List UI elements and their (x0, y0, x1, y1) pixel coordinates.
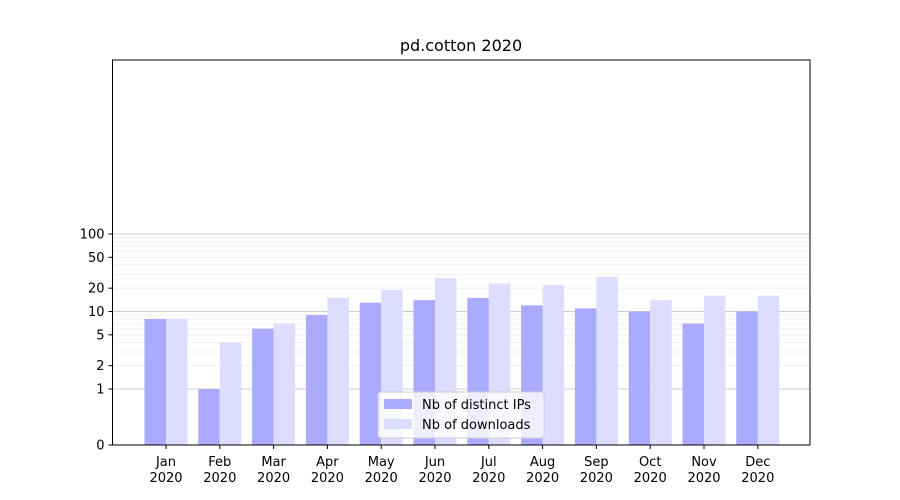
bar-distinct-ips (198, 389, 220, 445)
bar-distinct-ips (305, 315, 328, 445)
bar-distinct-ips (682, 323, 704, 445)
y-tick-label: 2 (96, 359, 104, 374)
x-tick-label: Jun 2020 (418, 455, 451, 486)
bar-distinct-ips (574, 308, 597, 445)
bar-downloads (650, 300, 672, 445)
y-tick-label: 0 (96, 439, 104, 454)
x-tick-label: Nov 2020 (687, 455, 720, 486)
y-tick-label: 50 (88, 251, 105, 266)
x-tick-label: Jul 2020 (472, 455, 505, 486)
plot-frame (112, 59, 811, 446)
bar-downloads (273, 323, 296, 445)
x-tick-label: Sep 2020 (580, 455, 613, 486)
bar-distinct-ips (252, 328, 274, 445)
y-tick-label: 10 (88, 305, 105, 320)
legend: Nb of distinct IPs Nb of downloads (377, 391, 545, 439)
legend-box (377, 391, 545, 439)
bar-distinct-ips (144, 319, 166, 445)
bar-distinct-ips (736, 311, 758, 445)
x-tick-label: Mar 2020 (257, 455, 290, 486)
y-tick-label: 20 (88, 282, 105, 297)
x-tick-label: Apr 2020 (311, 455, 344, 486)
bar-downloads (704, 295, 726, 445)
chart-title: pd.cotton 2020 (400, 36, 522, 55)
x-tick-label: Jan 2020 (149, 455, 182, 486)
x-tick-label: May 2020 (365, 455, 398, 486)
legend-label: Nb of downloads (422, 418, 531, 433)
legend-swatch (384, 419, 412, 429)
grid-lines (112, 233, 810, 390)
bar-downloads (219, 342, 242, 445)
x-tick-label: Dec 2020 (741, 455, 774, 486)
y-axis: 0 1 2 5 10 20 50 100 (80, 228, 113, 454)
bar-distinct-ips (359, 302, 382, 445)
x-tick-label: Aug 2020 (526, 455, 559, 486)
bar-downloads (166, 319, 188, 445)
legend-label: Nb of distinct IPs (422, 398, 531, 413)
bar-downloads (542, 284, 565, 445)
y-tick-label: 100 (80, 228, 105, 243)
legend-swatch (384, 399, 412, 409)
y-tick-label: 1 (96, 383, 104, 398)
y-tick-label: 5 (96, 328, 104, 343)
x-axis: Jan 2020 Feb 2020 Mar 2020 Apr 2020 May 2020 Jun 20… (149, 445, 774, 486)
x-tick-label: Oct 2020 (634, 455, 667, 486)
bar-downloads (757, 295, 780, 445)
bar-downloads (327, 297, 349, 445)
bar-downloads (596, 276, 618, 445)
x-tick-label: Feb 2020 (203, 455, 236, 486)
bar-distinct-ips (628, 311, 651, 445)
